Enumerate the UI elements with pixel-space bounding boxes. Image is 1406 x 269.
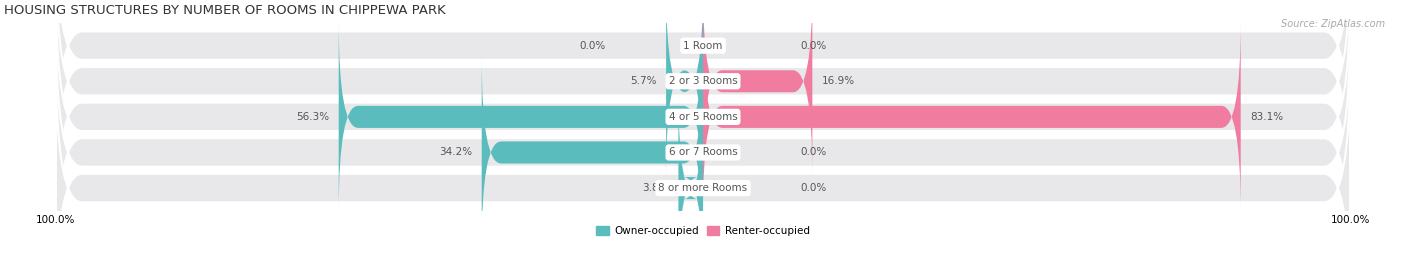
FancyBboxPatch shape	[703, 0, 813, 177]
FancyBboxPatch shape	[679, 92, 703, 269]
FancyBboxPatch shape	[56, 24, 1350, 269]
Text: HOUSING STRUCTURES BY NUMBER OF ROOMS IN CHIPPEWA PARK: HOUSING STRUCTURES BY NUMBER OF ROOMS IN…	[4, 4, 446, 17]
FancyBboxPatch shape	[56, 60, 1350, 269]
Text: 4 or 5 Rooms: 4 or 5 Rooms	[669, 112, 737, 122]
Text: 0.0%: 0.0%	[800, 183, 827, 193]
Legend: Owner-occupied, Renter-occupied: Owner-occupied, Renter-occupied	[592, 222, 814, 240]
FancyBboxPatch shape	[56, 0, 1350, 245]
FancyBboxPatch shape	[703, 21, 1240, 213]
FancyBboxPatch shape	[339, 21, 703, 213]
Text: 0.0%: 0.0%	[800, 41, 827, 51]
Text: 6 or 7 Rooms: 6 or 7 Rooms	[669, 147, 737, 157]
Text: 5.7%: 5.7%	[630, 76, 657, 86]
Text: 56.3%: 56.3%	[295, 112, 329, 122]
Text: 34.2%: 34.2%	[439, 147, 472, 157]
Text: 83.1%: 83.1%	[1250, 112, 1284, 122]
Text: 1 Room: 1 Room	[683, 41, 723, 51]
Text: 2 or 3 Rooms: 2 or 3 Rooms	[669, 76, 737, 86]
Text: 0.0%: 0.0%	[800, 147, 827, 157]
Text: 3.8%: 3.8%	[643, 183, 669, 193]
FancyBboxPatch shape	[666, 0, 703, 177]
Text: Source: ZipAtlas.com: Source: ZipAtlas.com	[1281, 19, 1385, 29]
Text: 8 or more Rooms: 8 or more Rooms	[658, 183, 748, 193]
FancyBboxPatch shape	[56, 0, 1350, 210]
Text: 16.9%: 16.9%	[823, 76, 855, 86]
FancyBboxPatch shape	[56, 0, 1350, 174]
Text: 0.0%: 0.0%	[579, 41, 606, 51]
FancyBboxPatch shape	[482, 57, 703, 248]
